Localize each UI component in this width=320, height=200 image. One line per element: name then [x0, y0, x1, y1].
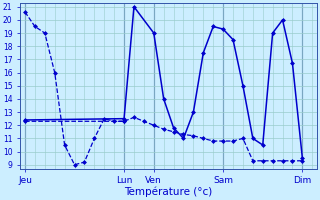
X-axis label: Température (°c): Température (°c): [124, 187, 213, 197]
